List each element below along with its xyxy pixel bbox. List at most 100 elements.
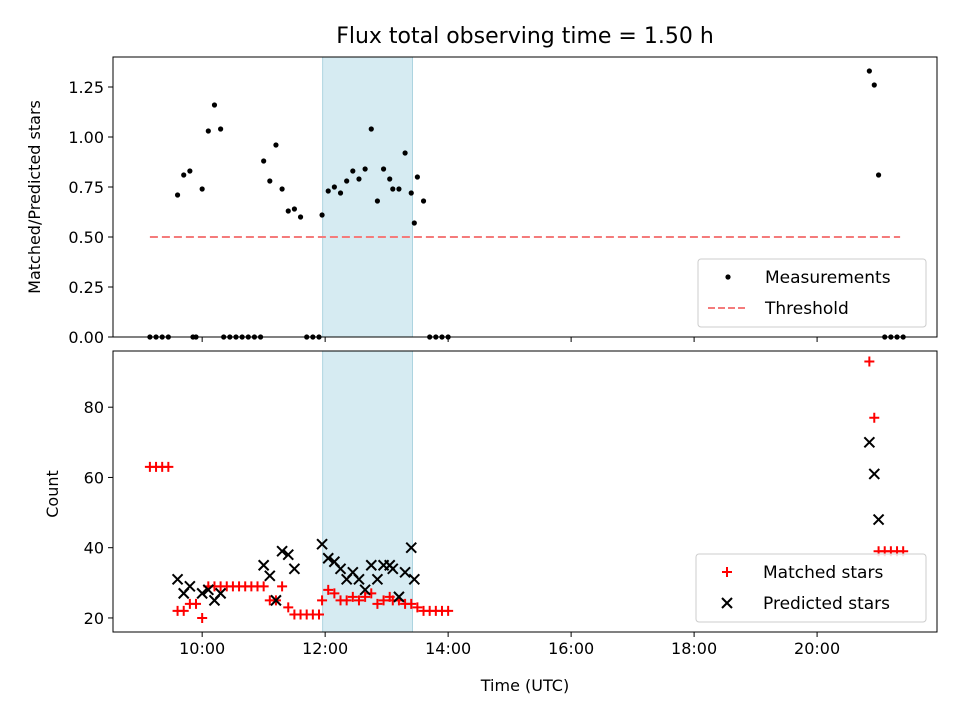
measurement-point <box>297 214 304 220</box>
measurement-point <box>374 198 381 204</box>
bottom-legend: Matched stars Predicted stars <box>695 553 927 623</box>
measurement-point <box>866 68 872 74</box>
measurement-point <box>331 184 337 190</box>
top-panel: 0.00 0.25 0.50 0.75 1.00 1.25 <box>68 56 938 347</box>
predicted-star-point <box>863 436 876 449</box>
measurement-point <box>273 142 279 148</box>
legend-measurements-label: Measurements <box>765 268 891 288</box>
y-tick-label: 1.25 <box>68 78 104 97</box>
x-tick-label: 14:00 <box>425 639 471 658</box>
matched-star-point <box>378 595 389 606</box>
matched-star-point <box>323 584 334 595</box>
matched-star-point <box>277 581 288 592</box>
measurement-point <box>871 82 877 88</box>
predicted-star-point <box>371 573 384 586</box>
measurement-point <box>344 178 350 184</box>
matched-star-point <box>869 412 880 423</box>
predicted-star-point <box>365 559 377 571</box>
y-tick-label: 1.00 <box>68 128 104 147</box>
y-tick-label: 0.00 <box>68 328 104 347</box>
measurement-point <box>387 176 393 182</box>
matched-star-point <box>317 595 328 606</box>
bottom-axes-frame <box>112 350 938 633</box>
y-tick-label: 0.75 <box>68 178 104 197</box>
matched-star-point <box>443 605 454 616</box>
matched-star-point <box>864 356 875 367</box>
y-tick-label: 40 <box>84 539 104 558</box>
top-axes-frame <box>112 56 938 338</box>
measurement-point <box>325 188 331 194</box>
top-legend: Measurements Threshold <box>697 258 927 328</box>
observing-window-span <box>322 56 413 338</box>
matched-star-point <box>353 595 364 606</box>
top-legend-box <box>697 258 927 328</box>
matched-star-point <box>360 591 371 602</box>
predicted-star-point <box>408 573 421 586</box>
y-tick-label: 0.50 <box>68 228 104 247</box>
measurement-point <box>350 168 356 174</box>
predicted-star-point <box>393 591 405 603</box>
legend-matched-label: Matched stars <box>763 563 883 583</box>
predicted-star-point <box>334 563 347 575</box>
matched-star-point <box>283 602 294 613</box>
measurement-point <box>174 192 181 198</box>
measurement-point <box>187 168 193 174</box>
matched-star-point <box>197 612 208 623</box>
measurement-point <box>285 208 291 214</box>
measurement-point <box>368 126 374 132</box>
matched-star-point <box>341 595 352 606</box>
matched-star-point <box>372 598 383 609</box>
predicted-star-point <box>282 549 294 561</box>
measurement-point <box>267 178 273 184</box>
x-tick-label: 18:00 <box>671 639 717 658</box>
matched-star-point <box>347 591 358 602</box>
matched-star-point <box>412 602 423 613</box>
measurement-point <box>205 128 211 134</box>
measurement-point <box>362 166 368 172</box>
x-tick-label: 10:00 <box>179 639 225 658</box>
measurement-point <box>390 186 396 192</box>
predicted-star-point <box>202 584 215 596</box>
measurement-point <box>218 126 224 132</box>
measurement-point <box>181 172 187 178</box>
predicted-star-point <box>184 580 196 593</box>
measurement-point <box>402 150 408 156</box>
predicted-star-point <box>359 584 371 596</box>
measurement-point <box>411 220 417 226</box>
x-tick-label: 20:00 <box>794 639 840 658</box>
legend-predicted-label: Predicted stars <box>763 594 890 614</box>
predicted-star-point <box>171 573 184 586</box>
measurement-point <box>319 212 325 218</box>
measurement-point <box>261 158 267 164</box>
bottom-xlabel: Time (UTC) <box>480 676 569 695</box>
predicted-star-point <box>399 566 411 578</box>
y-tick-label: 20 <box>84 609 104 628</box>
measurement-point <box>279 186 285 192</box>
x-tick-label: 12:00 <box>302 639 348 658</box>
measurement-point <box>211 102 218 108</box>
legend-measurements-marker <box>725 274 731 280</box>
predicted-star-point <box>868 468 880 480</box>
y-tick-label: 0.25 <box>68 278 104 297</box>
matched-star-point <box>258 581 269 592</box>
y-tick-label: 80 <box>84 398 104 417</box>
measurement-point <box>420 198 427 204</box>
predicted-star-point <box>264 570 276 582</box>
predicted-star-point <box>322 552 334 564</box>
legend-predicted-marker <box>721 597 733 609</box>
predicted-star-point <box>288 563 301 575</box>
matched-star-point <box>178 605 189 616</box>
predicted-star-point <box>257 559 270 571</box>
matched-star-point <box>329 588 340 599</box>
measurement-point <box>291 206 298 212</box>
predicted-star-point <box>270 594 282 607</box>
matched-star-point <box>163 461 174 472</box>
measurement-point <box>199 186 205 192</box>
top-ylabel: Matched/Predicted stars <box>25 100 44 294</box>
measurement-point <box>408 190 414 196</box>
predicted-star-point <box>196 587 208 600</box>
predicted-star-point <box>276 545 288 557</box>
x-tick-label: 16:00 <box>548 639 594 658</box>
matched-star-point <box>191 598 202 609</box>
